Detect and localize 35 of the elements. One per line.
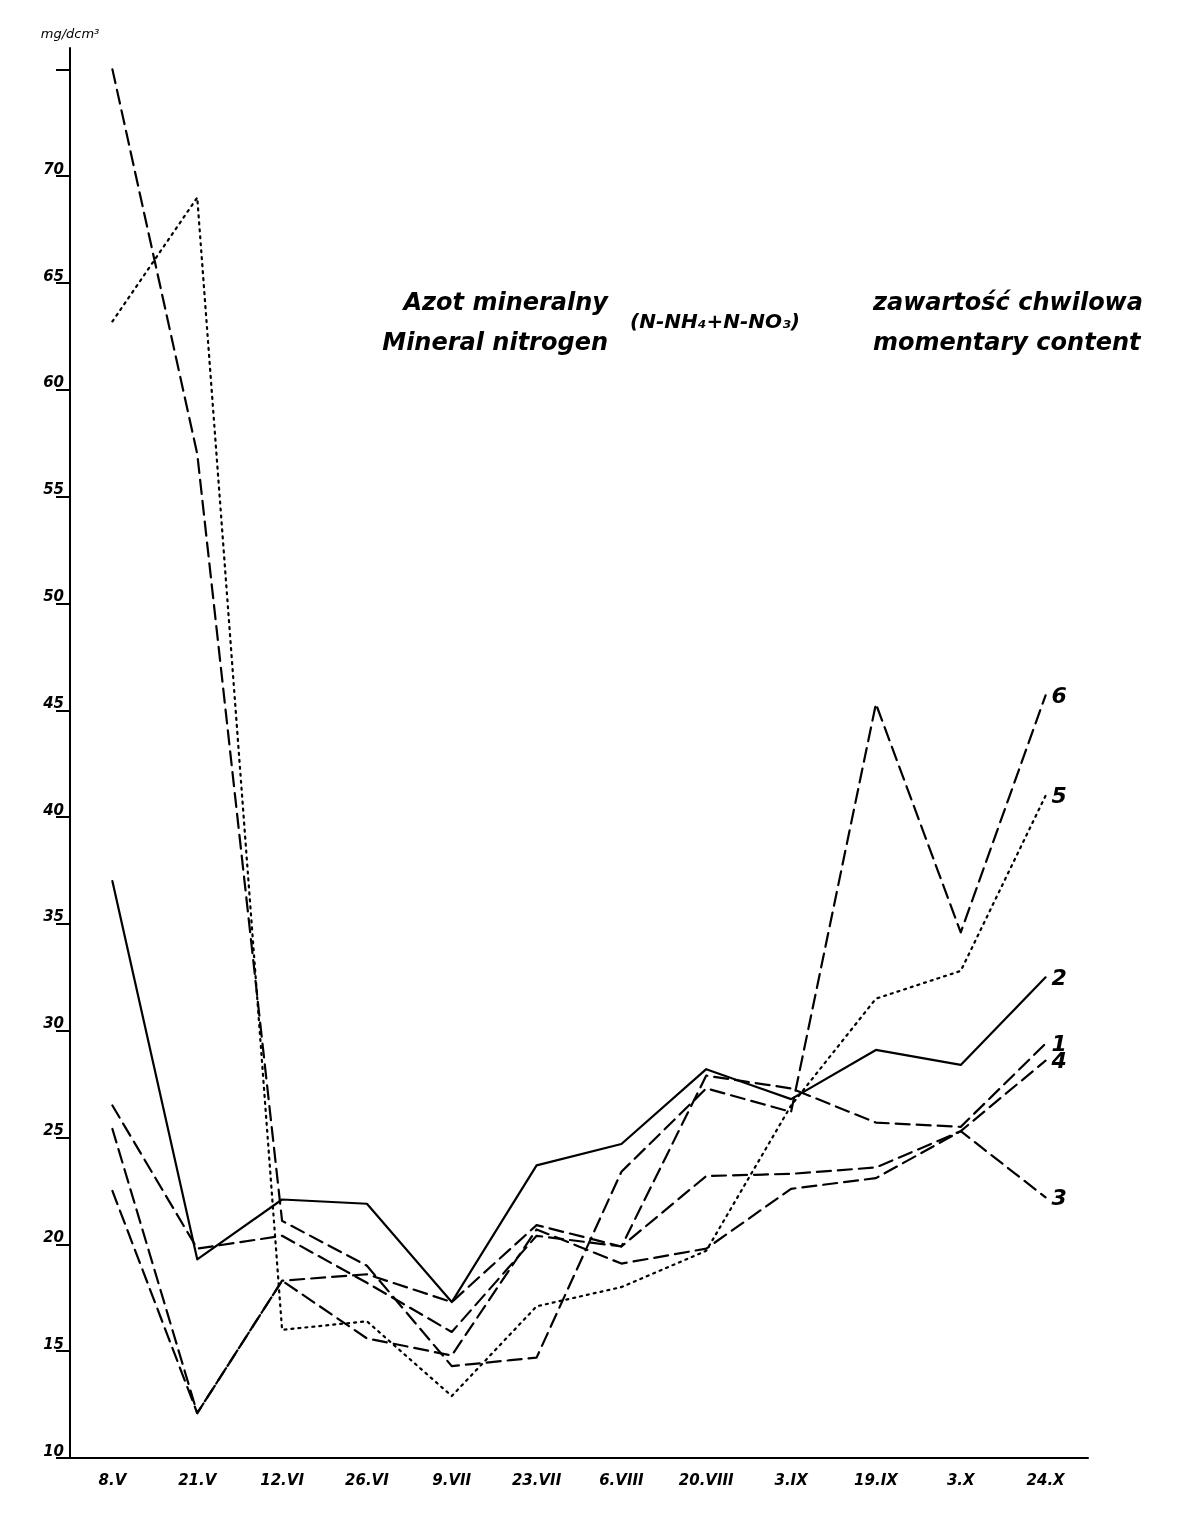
x-tick-label: 26.VI (345, 1470, 390, 1489)
y-tick-label: 45 (42, 693, 64, 712)
x-tick-label: 6.VIII (599, 1470, 645, 1489)
annotation: (N-NH₄+N-NO₃) (630, 309, 800, 333)
annotation: momentary content (873, 328, 1143, 356)
series-label: 2 (1051, 964, 1067, 990)
y-tick-label: 65 (43, 266, 64, 285)
x-tick-label: 3.IX (774, 1470, 810, 1489)
y-tick-label: 40 (42, 800, 64, 819)
y-tick-label: 35 (43, 907, 64, 926)
y-tick-label: 55 (43, 480, 64, 499)
x-tick-label: 23.VII (511, 1470, 562, 1489)
x-tick-label: 21.V (178, 1470, 218, 1489)
x-tick-label: 3.X (946, 1470, 977, 1489)
x-tick-label: 20.VIII (678, 1470, 735, 1489)
text: Mineral nitrogen (382, 328, 608, 356)
annotation: zawartość chwilowa (872, 288, 1143, 316)
y-tick-label: 10 (43, 1441, 64, 1460)
series-label: 6 (1051, 682, 1067, 708)
x-tick-label: 9.VII (432, 1470, 472, 1489)
y-axis-title: mg/dcm³ (40, 26, 100, 41)
y-tick-label: 60 (43, 373, 64, 392)
y-tick-label: 70 (43, 159, 64, 178)
series-label: 5 (1051, 783, 1067, 809)
x-tick-label: 8.V (98, 1470, 128, 1489)
y-tick-label: 15 (43, 1334, 64, 1353)
text: Azot mineralny (401, 288, 610, 316)
y-tick-label: 50 (43, 586, 64, 605)
y-tick-label: 25 (43, 1121, 64, 1140)
y-tick-label: 20 (43, 1227, 64, 1246)
series-label: 3 (1051, 1184, 1067, 1210)
x-tick-label: 24.X (1026, 1470, 1067, 1489)
x-tick-label: 19.IX (854, 1470, 900, 1489)
x-tick-label: 12.VI (260, 1470, 305, 1489)
y-tick-label: 30 (43, 1014, 64, 1033)
